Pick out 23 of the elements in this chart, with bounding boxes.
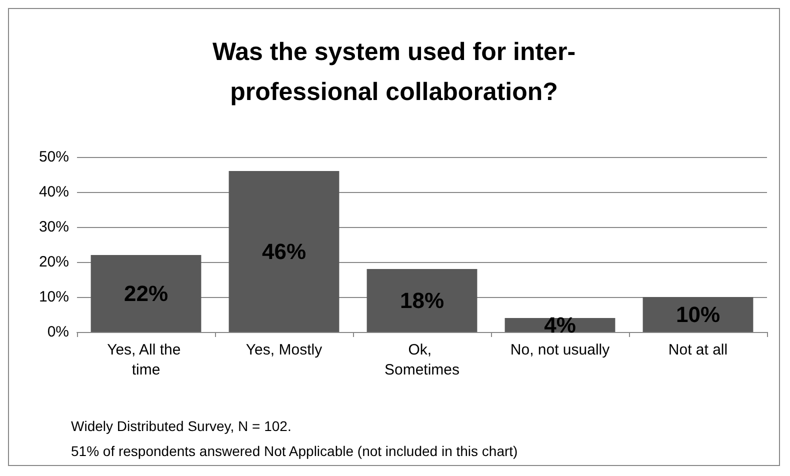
- data-label: 46%: [262, 239, 306, 264]
- y-tick-label: 0%: [47, 324, 69, 340]
- bar: [228, 171, 340, 332]
- y-tick-label: 50%: [38, 148, 69, 166]
- data-label: 4%: [544, 312, 576, 338]
- x-tick-label: Yes, All the time: [107, 342, 185, 378]
- chart-title: Was the system used for inter- professional collaboration?: [212, 38, 576, 106]
- x-tick-label: Yes, Mostly: [246, 342, 323, 358]
- y-tick-label: 10%: [38, 288, 69, 306]
- x-tick-label: Not at all: [668, 342, 728, 358]
- y-tick-label: 20%: [38, 254, 69, 270]
- text: Widely Distributed Survey, N = 102.: [71, 418, 292, 434]
- text: 51% of respondents answered Not Applicable (not included in this chart): [71, 443, 518, 459]
- x-tick-label: No, not usually: [510, 342, 610, 358]
- data-label: 22%: [124, 281, 168, 306]
- y-tick-label: 30%: [38, 218, 69, 236]
- bar: [642, 297, 754, 332]
- y-tick-label: 40%: [38, 184, 69, 200]
- bar: [90, 255, 202, 332]
- bar: [366, 269, 478, 332]
- data-label: 18%: [400, 288, 444, 313]
- data-label: 10%: [676, 302, 720, 327]
- x-tick-label: Ok, Sometimes: [384, 342, 460, 378]
